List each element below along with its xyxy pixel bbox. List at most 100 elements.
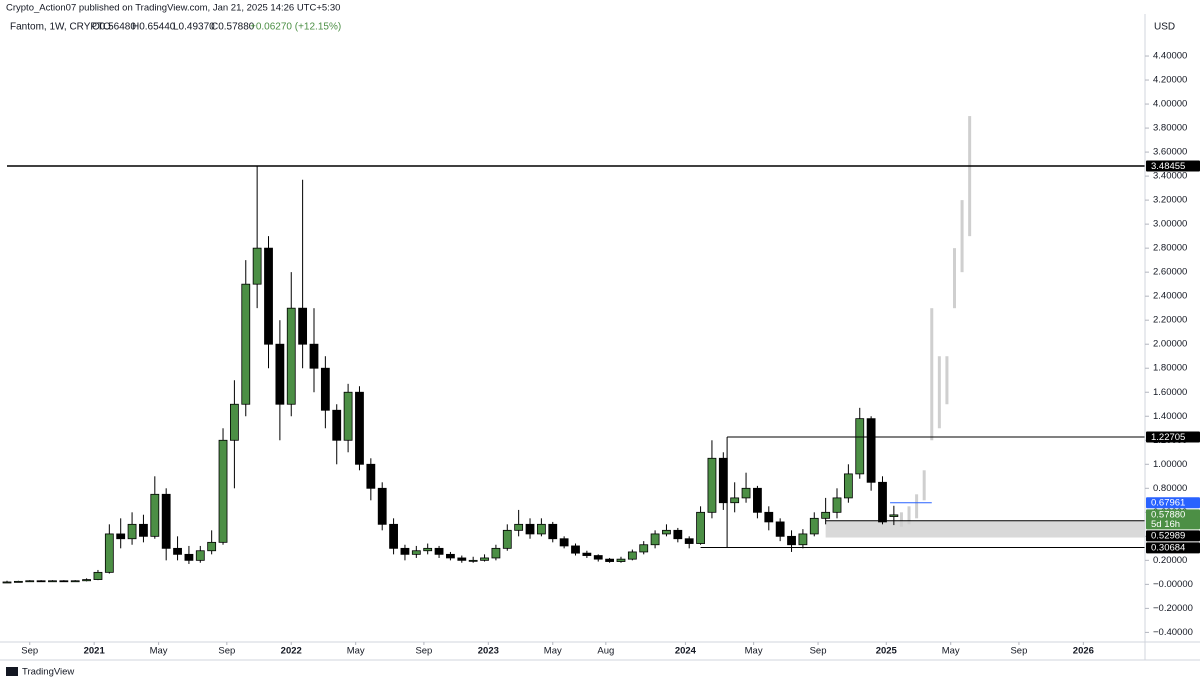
candle-body <box>161 493 171 549</box>
currency: USD <box>1154 22 1175 33</box>
price-label: 3.48455 <box>1151 161 1185 172</box>
y-tick-label: 2.00000 <box>1153 339 1187 350</box>
projection-bar <box>945 356 949 405</box>
y-tick-label: 2.80000 <box>1153 243 1187 254</box>
projection-bar <box>907 506 911 525</box>
ohlc-change: +0.06270 (+12.15%) <box>250 22 341 33</box>
candle-body <box>673 529 683 540</box>
candle-body <box>730 497 740 504</box>
candle-body <box>480 557 489 561</box>
candle-body <box>423 547 433 552</box>
candle-body <box>104 533 114 573</box>
candle-body <box>127 523 137 540</box>
y-tick-label: −0.40000 <box>1153 627 1193 638</box>
x-tick-label: Aug <box>597 646 614 657</box>
candle-body <box>548 523 558 540</box>
x-tick-label: 2022 <box>281 646 302 657</box>
countdown-label: 5d 16h <box>1151 519 1180 530</box>
candle-body <box>889 514 899 517</box>
projection-bar <box>915 494 919 519</box>
candle-body <box>843 473 853 499</box>
y-tick-label: 3.40000 <box>1153 171 1187 182</box>
candle-body <box>662 529 671 535</box>
x-tick-label: Sep <box>810 646 827 657</box>
candle-body <box>366 463 376 489</box>
candle-body <box>855 418 865 475</box>
candle-body <box>798 533 808 546</box>
candle-body <box>70 580 80 583</box>
projection-bar <box>930 308 934 441</box>
projection-bar <box>953 248 956 309</box>
price-label-bg <box>1146 530 1200 542</box>
candle-body <box>605 558 615 562</box>
candle-body <box>184 553 194 561</box>
candle-body <box>502 529 512 549</box>
candle-body <box>707 457 717 513</box>
ohlc-high: H0.65440 <box>132 22 176 33</box>
price-label: 0.67961 <box>1151 498 1185 509</box>
candle-body <box>229 403 239 441</box>
x-tick-label: May <box>347 646 365 657</box>
y-tick-label: 4.20000 <box>1153 75 1187 86</box>
y-tick-label: −0.00000 <box>1153 579 1193 590</box>
candle-body <box>809 517 819 535</box>
price-label-bg <box>1146 160 1200 172</box>
candle-body <box>650 533 660 546</box>
candle-body <box>559 538 569 547</box>
candle-body <box>195 550 205 561</box>
projection-bar <box>960 200 964 273</box>
y-tick-label: 4.40000 <box>1153 51 1187 62</box>
x-tick-label: 2026 <box>1073 646 1094 657</box>
x-tick-label: Sep <box>415 646 432 657</box>
publisher: Crypto_Action07 published on TradingView… <box>6 3 340 14</box>
y-tick-label: 1.80000 <box>1153 363 1187 374</box>
ohlc-open: O0.56480 <box>92 22 136 33</box>
candle-body <box>753 487 762 513</box>
ohlc-low: L0.49370 <box>173 22 215 33</box>
price-label-bg <box>1146 431 1200 443</box>
candle-body <box>286 307 296 405</box>
support-zone <box>825 520 1145 538</box>
candle-body <box>173 547 182 555</box>
candle-body <box>309 343 319 369</box>
candle-body <box>832 497 842 513</box>
candle-body <box>343 391 353 441</box>
candle-body <box>411 550 421 555</box>
y-tick-label: 3.80000 <box>1153 123 1187 134</box>
x-tick-label: 2025 <box>876 646 898 657</box>
y-tick-label: 0.20000 <box>1153 555 1187 566</box>
y-tick-label: 2.20000 <box>1153 315 1187 326</box>
candle-body <box>457 557 467 561</box>
y-tick-label: 1.00000 <box>1153 459 1187 470</box>
logo <box>6 667 18 676</box>
y-tick-label: 1.60000 <box>1153 387 1187 398</box>
candle-body <box>59 580 69 583</box>
price-label-bg <box>1146 542 1200 554</box>
candle-body <box>82 579 91 582</box>
x-tick-label: May <box>150 646 168 657</box>
candle-body <box>355 391 364 465</box>
symbol: Fantom, 1W, CRYPTO <box>10 22 111 33</box>
candle-body <box>514 523 524 531</box>
price-label: 0.57880 <box>1151 510 1185 521</box>
candle-body <box>389 523 398 549</box>
x-tick-label: May <box>544 646 562 657</box>
candle-body <box>878 481 887 523</box>
price-label: 1.22705 <box>1151 432 1185 443</box>
candle-body <box>684 538 694 544</box>
candle-body <box>320 367 330 411</box>
candle-body <box>866 418 876 483</box>
y-tick-label: 3.00000 <box>1153 219 1187 230</box>
candle-body <box>491 547 501 559</box>
candle-body <box>434 547 444 555</box>
candle-body <box>36 580 46 583</box>
candle-body <box>525 523 535 535</box>
candle-body <box>468 559 478 562</box>
candle-body <box>275 343 285 405</box>
projection-bar <box>968 116 972 237</box>
y-tick-label: 2.40000 <box>1153 291 1187 302</box>
y-tick-label: 2.60000 <box>1153 267 1187 278</box>
x-tick-label: Sep <box>218 646 235 657</box>
candle-body <box>207 541 217 552</box>
candle-body <box>775 521 785 537</box>
